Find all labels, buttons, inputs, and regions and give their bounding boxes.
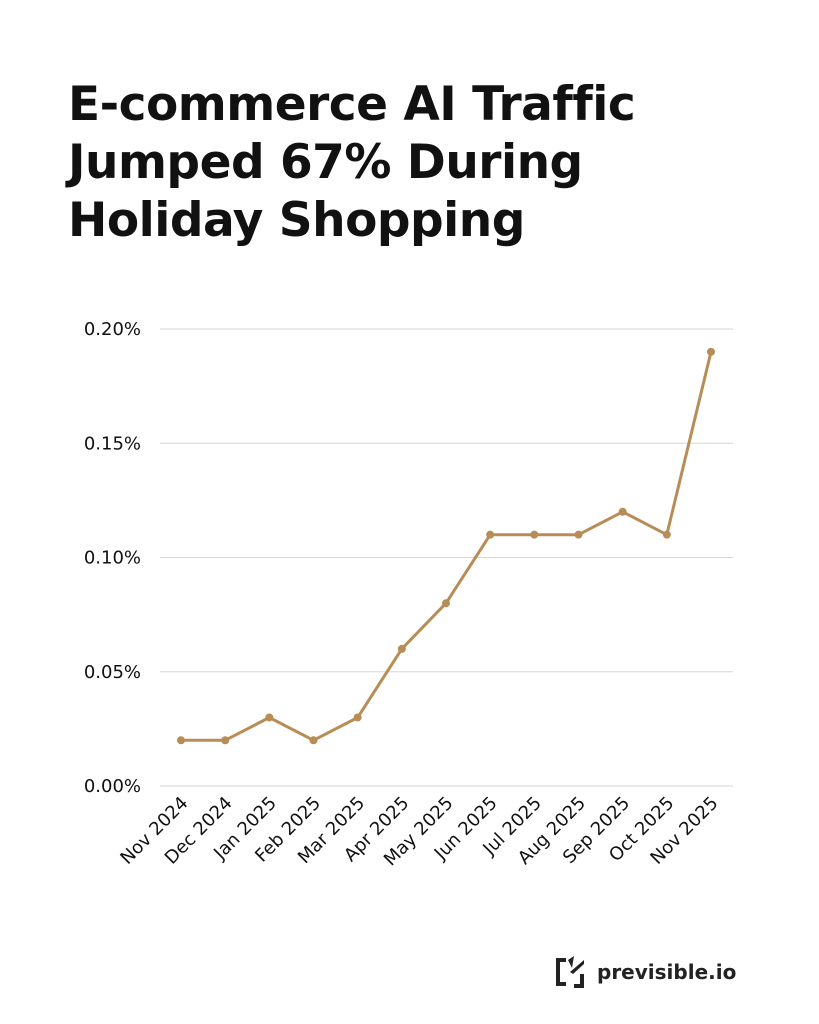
y-axis-tick-labels: 0.00% 0.05% 0.10% 0.15% 0.20% — [84, 319, 141, 797]
title-line-3: Holiday Shopping — [68, 193, 525, 248]
data-point — [486, 530, 495, 539]
y-tick-label: 0.20% — [84, 319, 141, 340]
data-point — [442, 599, 450, 608]
data-point — [353, 713, 362, 722]
y-tick-label: 0.00% — [84, 776, 141, 797]
title-line-1: E-commerce AI Traffic — [68, 77, 636, 132]
y-tick-label: 0.15% — [84, 433, 141, 454]
page-title: E-commerce AI Traffic Jumped 67% During … — [68, 76, 788, 250]
data-point — [309, 736, 318, 745]
series-line — [179, 350, 713, 742]
data-point — [397, 644, 406, 653]
data-point — [265, 713, 274, 722]
data-point — [530, 530, 539, 539]
brand-name: previsible.io — [597, 960, 737, 984]
gridlines — [160, 328, 733, 787]
y-tick-label: 0.10% — [84, 548, 141, 569]
y-tick-label: 0.05% — [84, 662, 141, 683]
data-point — [177, 736, 185, 745]
title-line-2: Jumped 67% During — [68, 135, 583, 190]
data-point — [618, 507, 627, 516]
brand: previsible.io — [553, 954, 736, 990]
data-point — [707, 347, 715, 356]
data-point — [574, 530, 583, 539]
data-point — [221, 736, 230, 745]
data-point — [662, 530, 671, 539]
data-points — [177, 347, 715, 745]
previsible-logo-icon — [556, 956, 584, 988]
